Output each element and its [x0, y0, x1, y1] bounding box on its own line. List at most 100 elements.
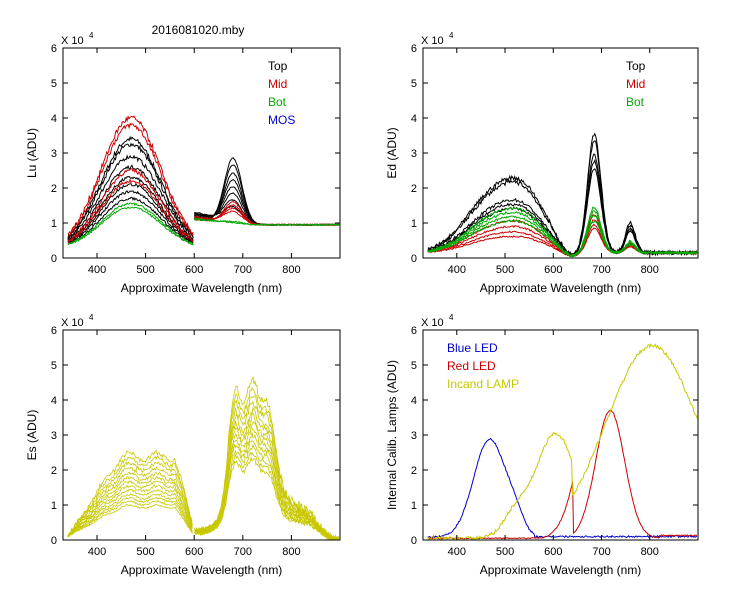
x-tick-label-lu-800: 800	[282, 264, 300, 276]
x-tick-label-cal-500: 500	[496, 546, 514, 558]
scale-factor-cal: X 10	[421, 317, 444, 329]
y-tick-label-ed-5: 5	[411, 78, 417, 90]
panel-lu: 0 1 2 3 4 5 6 400 500 600 700 800 Approximate Wavele…	[25, 31, 341, 295]
lu-segment1-bot-1	[67, 206, 194, 246]
es-segment1-9	[67, 492, 193, 538]
y-tick-label-lu-4: 4	[51, 113, 57, 125]
y-tick-label-es-2: 2	[51, 465, 57, 477]
legend-lu-top: Top	[268, 59, 288, 73]
ed-curve-top-0	[427, 132, 698, 257]
lu-segment1-mid-3	[67, 178, 194, 244]
y-tick-label-es-0: 0	[51, 535, 57, 547]
red-led-curve	[427, 409, 697, 540]
y-tick-label-cal-1: 1	[411, 500, 417, 512]
y-axis-label-es: Es (ADU)	[25, 410, 39, 461]
x-tick-label-lu-400: 400	[88, 264, 106, 276]
legend-ed-mid: Mid	[626, 77, 645, 91]
es-segment1-2	[67, 461, 193, 537]
y-tick-label-ed-0: 0	[411, 253, 417, 265]
y-tick-label-ed-6: 6	[411, 43, 417, 55]
y-tick-label-ed-3: 3	[411, 148, 417, 160]
lu-segment1-bot-0	[67, 202, 194, 246]
legend-lu-mid: Mid	[268, 77, 287, 91]
y-axis-label-cal: Internal Calib. Lamps (ADU)	[385, 360, 399, 510]
es-segment1-8	[67, 489, 193, 537]
plot-area-cal	[427, 343, 698, 540]
x-tick-label-es-600: 600	[185, 546, 203, 558]
es-segment2-2	[194, 395, 339, 540]
x-tick-label-ed-500: 500	[496, 264, 514, 276]
y-tick-label-cal-5: 5	[411, 360, 417, 372]
y-tick-label-es-3: 3	[51, 430, 57, 442]
x-tick-label-cal-800: 800	[641, 546, 659, 558]
es-segment1-12	[67, 503, 193, 537]
x-tick-label-es-800: 800	[282, 546, 300, 558]
y-tick-label-ed-2: 2	[411, 183, 417, 195]
lu-segment2-top-4	[194, 186, 340, 226]
es-segment2-0	[194, 375, 339, 540]
lu-segment1-top-2	[67, 154, 194, 241]
ed-curve-bot-3	[427, 219, 698, 258]
x-tick-label-ed-400: 400	[448, 264, 466, 276]
scale-exponent-es: 4	[89, 313, 94, 322]
y-axis-label-ed: Ed (ADU)	[385, 127, 399, 178]
es-segment1-7	[67, 484, 193, 538]
legend-lu-mos: MOS	[268, 113, 295, 127]
y-tick-label-lu-6: 6	[51, 43, 57, 55]
lu-segment1-top-6	[67, 190, 194, 244]
es-segment1-4	[67, 471, 193, 538]
es-segment1-5	[67, 476, 193, 537]
y-tick-label-cal-0: 0	[411, 535, 417, 547]
panel-cal: 0 1 2 3 4 5 6 400 500 600 700 800 Approximate Wavele…	[385, 313, 699, 577]
y-tick-label-cal-2: 2	[411, 465, 417, 477]
y-tick-label-lu-0: 0	[51, 253, 57, 265]
lu-segment1-mid-0	[67, 115, 194, 236]
x-tick-label-es-700: 700	[234, 546, 252, 558]
panel-ed: 0 1 2 3 4 5 6 400 500 600 700 800 Approximate Wavele…	[385, 31, 699, 295]
es-segment2-12	[194, 457, 339, 540]
axes-frame-ed	[422, 47, 699, 259]
y-tick-label-lu-2: 2	[51, 183, 57, 195]
legend-cal-incand-lamp: Incand LAMP	[447, 377, 519, 391]
lu-segment1-mid-1	[67, 122, 194, 237]
x-tick-label-ed-600: 600	[544, 264, 562, 276]
x-tick-label-lu-500: 500	[136, 264, 154, 276]
x-tick-label-lu-600: 600	[185, 264, 203, 276]
ed-curve-top-3	[427, 159, 698, 257]
legend-lu-bot: Bot	[268, 95, 287, 109]
x-tick-label-ed-800: 800	[641, 264, 659, 276]
plot-area-lu	[67, 115, 340, 246]
plot-area-ed	[427, 132, 698, 258]
y-tick-label-ed-4: 4	[411, 113, 417, 125]
es-segment1-10	[67, 496, 193, 538]
lu-segment2-bot-1	[194, 217, 340, 226]
y-axis-label-lu: Lu (ADU)	[25, 128, 39, 178]
scale-factor-es: X 10	[61, 317, 84, 329]
es-segment1-3	[67, 466, 193, 537]
x-tick-label-cal-600: 600	[544, 546, 562, 558]
x-axis-label-cal: Approximate Wavelength (nm)	[480, 563, 642, 577]
x-tick-label-es-400: 400	[88, 546, 106, 558]
y-tick-label-cal-3: 3	[411, 430, 417, 442]
x-tick-label-cal-700: 700	[592, 546, 610, 558]
incand-lamp-curve	[427, 343, 698, 540]
lu-segment2-top-0	[194, 157, 339, 226]
plot-area-es	[67, 375, 339, 540]
legend-cal-red-led: Red LED	[447, 359, 496, 373]
y-tick-label-es-1: 1	[51, 500, 57, 512]
lu-segment1-top-1	[67, 142, 194, 240]
es-segment1-0	[67, 450, 193, 536]
lu-segment1-top-5	[67, 183, 194, 243]
y-tick-label-es-4: 4	[51, 395, 57, 407]
lu-segment2-top-7	[194, 205, 339, 226]
es-segment1-1	[67, 455, 193, 538]
y-tick-label-lu-1: 1	[51, 218, 57, 230]
x-tick-label-es-500: 500	[136, 546, 154, 558]
x-axis-label-lu: Approximate Wavelength (nm)	[121, 281, 283, 295]
lu-segment2-top-1	[193, 164, 340, 226]
y-tick-label-lu-5: 5	[51, 78, 57, 90]
scale-factor-lu: X 10	[61, 35, 84, 47]
figure-title: 2016081020.mby	[152, 23, 245, 37]
scale-exponent-cal: 4	[449, 313, 454, 322]
